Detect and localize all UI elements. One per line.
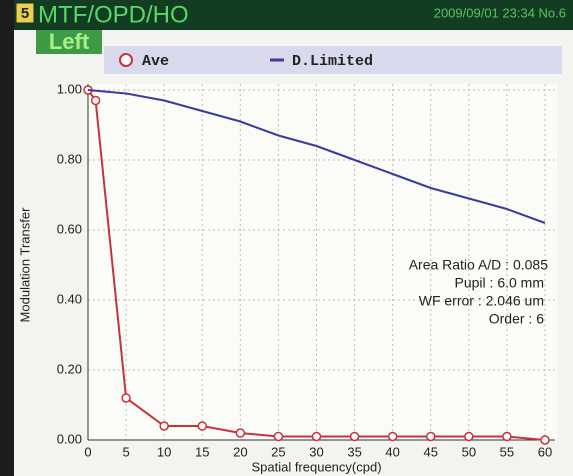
annotation: Pupil : 6.0 mm (455, 275, 544, 291)
left-border (0, 0, 14, 476)
point (351, 433, 359, 441)
point (503, 433, 511, 441)
y-tick-label: 0.40 (57, 291, 82, 306)
y-tick-label: 0.60 (57, 221, 82, 236)
y-tick-label: 0.20 (57, 361, 82, 376)
x-tick-label: 30 (309, 444, 323, 459)
point (198, 422, 206, 430)
point (465, 433, 473, 441)
point (541, 436, 549, 444)
point (92, 97, 100, 105)
point (236, 429, 244, 437)
y-axis-label: Modulation Transfer (17, 207, 32, 323)
legend-label: D.Limited (292, 53, 373, 70)
annotation: Order : 6 (489, 311, 544, 327)
x-tick-label: 0 (84, 444, 91, 459)
point (389, 433, 397, 441)
point (427, 433, 435, 441)
y-tick-label: 0.00 (57, 431, 82, 446)
annotation: Area Ratio A/D : 0.085 (409, 257, 549, 273)
x-tick-label: 40 (385, 444, 399, 459)
x-axis-label: Spatial frequency(cpd) (251, 459, 381, 474)
screen: 5 MTF/OPD/HO 2009/09/01 23:34 No.6 Left … (0, 0, 573, 476)
legend-label: Ave (142, 53, 169, 70)
y-tick-label: 1.00 (57, 81, 82, 96)
x-tick-label: 50 (462, 444, 476, 459)
x-tick-label: 45 (424, 444, 438, 459)
x-tick-label: 25 (271, 444, 285, 459)
datetime: 2009/09/01 23:34 No.6 (434, 5, 566, 20)
x-tick-label: 5 (122, 444, 129, 459)
badge: 5 (21, 5, 29, 22)
x-tick-label: 55 (500, 444, 514, 459)
x-tick-label: 10 (157, 444, 171, 459)
screen-title: MTF/OPD/HO (38, 1, 189, 28)
eye-label: Left (49, 29, 90, 54)
x-tick-label: 35 (347, 444, 361, 459)
x-tick-label: 15 (195, 444, 209, 459)
legend-marker (120, 54, 132, 66)
point (313, 433, 321, 441)
point (122, 394, 130, 402)
x-tick-label: 60 (538, 444, 552, 459)
point (274, 433, 282, 441)
point (160, 422, 168, 430)
y-tick-label: 0.80 (57, 151, 82, 166)
x-tick-label: 20 (233, 444, 247, 459)
annotation: WF error : 2.046 um (419, 293, 544, 309)
page: {"header": {"badge": "5", "title": "MTF/… (0, 0, 573, 476)
